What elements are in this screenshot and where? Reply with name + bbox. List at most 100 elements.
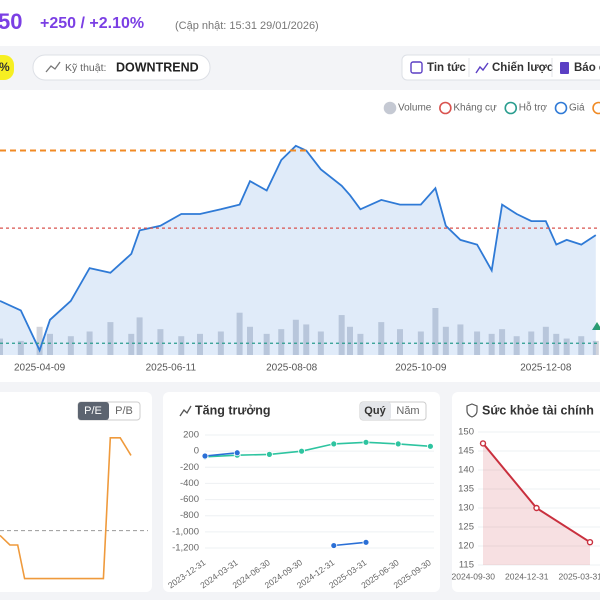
tech-pill[interactable] bbox=[32, 54, 211, 81]
growth-point bbox=[330, 542, 338, 549]
health-title: Sức khỏe tài chính bbox=[482, 403, 594, 417]
volume-bar bbox=[578, 336, 585, 355]
legend-label: Giá bbox=[569, 103, 585, 114]
volume-bar bbox=[136, 317, 143, 355]
volume-bar bbox=[236, 312, 243, 355]
volume-bar bbox=[128, 333, 135, 355]
toggle-pe[interactable]: P/E bbox=[84, 405, 102, 417]
tech-label: Kỹ thuật: bbox=[65, 62, 106, 74]
y-tick-label: -400 bbox=[180, 478, 199, 489]
report-icon bbox=[560, 62, 569, 74]
tech-value: DOWNTREND bbox=[116, 60, 199, 74]
y-tick-label: 120 bbox=[458, 541, 474, 552]
growth-point bbox=[298, 447, 306, 455]
volume-bar bbox=[397, 329, 403, 355]
growth-line bbox=[204, 441, 431, 458]
volume-bar bbox=[378, 322, 385, 355]
volume-bar bbox=[563, 338, 570, 355]
legend-swatch bbox=[383, 101, 397, 115]
y-tick-label: 115 bbox=[459, 560, 474, 571]
growth-point bbox=[265, 450, 273, 458]
health-icon bbox=[466, 403, 478, 418]
volume-bar bbox=[347, 326, 353, 355]
growth-line bbox=[333, 541, 367, 547]
growth-line bbox=[204, 452, 238, 457]
toggle-pb[interactable]: P/B bbox=[115, 405, 133, 417]
strategy-icon bbox=[475, 62, 489, 74]
y-tick-label: 145 bbox=[458, 446, 474, 457]
y-tick-label: -200 bbox=[180, 462, 199, 473]
health-area bbox=[483, 443, 590, 565]
y-tick-label: 135 bbox=[458, 484, 474, 495]
y-tick-label: -1,000 bbox=[172, 526, 199, 537]
price-change: +250 / +2.10% bbox=[40, 15, 144, 32]
button-report[interactable]: Báo c bbox=[574, 62, 600, 74]
x-tick-label: 2025-04-09 bbox=[14, 363, 66, 374]
y-tick-label: -1,200 bbox=[172, 542, 199, 553]
x-tick-label: 2025-10-09 bbox=[395, 363, 447, 374]
toggle-quarter[interactable]: Quý bbox=[364, 405, 386, 417]
volume-bar bbox=[338, 315, 345, 355]
price-line bbox=[0, 144, 597, 353]
y-tick-label: 125 bbox=[458, 522, 474, 533]
volume-bar bbox=[513, 336, 520, 355]
badge bbox=[0, 55, 14, 80]
volume-bar bbox=[107, 322, 114, 355]
y-tick-label: 200 bbox=[183, 430, 199, 441]
volume-bar bbox=[178, 336, 185, 355]
growth-point bbox=[201, 452, 209, 460]
volume-bar bbox=[303, 324, 310, 355]
y-tick-label: -800 bbox=[180, 510, 199, 521]
x-tick-label: 2024-12-31 bbox=[505, 571, 549, 581]
y-tick-label: -600 bbox=[180, 494, 199, 505]
y-tick-label: 150 bbox=[458, 427, 474, 438]
volume-bar bbox=[36, 326, 43, 355]
volume-bar bbox=[553, 333, 560, 355]
volume-bar bbox=[263, 333, 270, 355]
volume-bar bbox=[542, 326, 549, 355]
volume-bar bbox=[157, 329, 164, 355]
volume-bar bbox=[247, 326, 253, 355]
legend-label: Kháng cự bbox=[453, 103, 497, 114]
growth-title: Tăng trưởng bbox=[195, 403, 271, 417]
badge-text: % bbox=[0, 60, 10, 74]
price: 50 bbox=[0, 9, 22, 34]
volume-bar bbox=[292, 319, 299, 355]
volume-bar bbox=[499, 329, 506, 355]
x-tick-label: 2025-06-11 bbox=[146, 363, 197, 374]
growth-point bbox=[426, 442, 434, 450]
signal-marker bbox=[592, 322, 600, 330]
x-tick-label: 2025-12-08 bbox=[520, 363, 572, 374]
volume-bar bbox=[457, 324, 464, 355]
pe-line bbox=[0, 437, 132, 580]
growth-icon bbox=[179, 405, 192, 417]
health-point bbox=[533, 504, 540, 512]
button-group bbox=[401, 54, 600, 81]
growth-point bbox=[362, 438, 370, 446]
legend-swatch bbox=[439, 101, 452, 115]
growth-toggle-active[interactable] bbox=[360, 402, 391, 420]
pe-toggle-active[interactable] bbox=[78, 402, 109, 420]
growth-point bbox=[362, 538, 370, 546]
volume-bar bbox=[488, 333, 495, 355]
legend-swatch bbox=[504, 101, 518, 115]
growth-point bbox=[394, 440, 402, 448]
legend-swatch bbox=[592, 101, 600, 115]
legend-label: Hỗ trợ bbox=[519, 101, 548, 114]
button-news[interactable]: Tin tức bbox=[427, 62, 466, 74]
toggle-year[interactable]: Năm bbox=[396, 405, 419, 417]
x-tick-label: 2025-03-31 bbox=[559, 571, 600, 581]
pe-panel bbox=[0, 392, 152, 592]
news-icon bbox=[410, 61, 423, 74]
y-tick-label: 130 bbox=[458, 503, 474, 514]
price-area bbox=[0, 145, 596, 355]
health-panel bbox=[452, 392, 600, 592]
y-tick-label: 0 bbox=[194, 446, 199, 457]
volume-bar bbox=[67, 336, 74, 355]
growth-point bbox=[233, 449, 241, 457]
button-strategy[interactable]: Chiến lược bbox=[492, 62, 554, 74]
y-tick-label: 140 bbox=[458, 465, 474, 476]
volume-bar bbox=[0, 338, 3, 355]
